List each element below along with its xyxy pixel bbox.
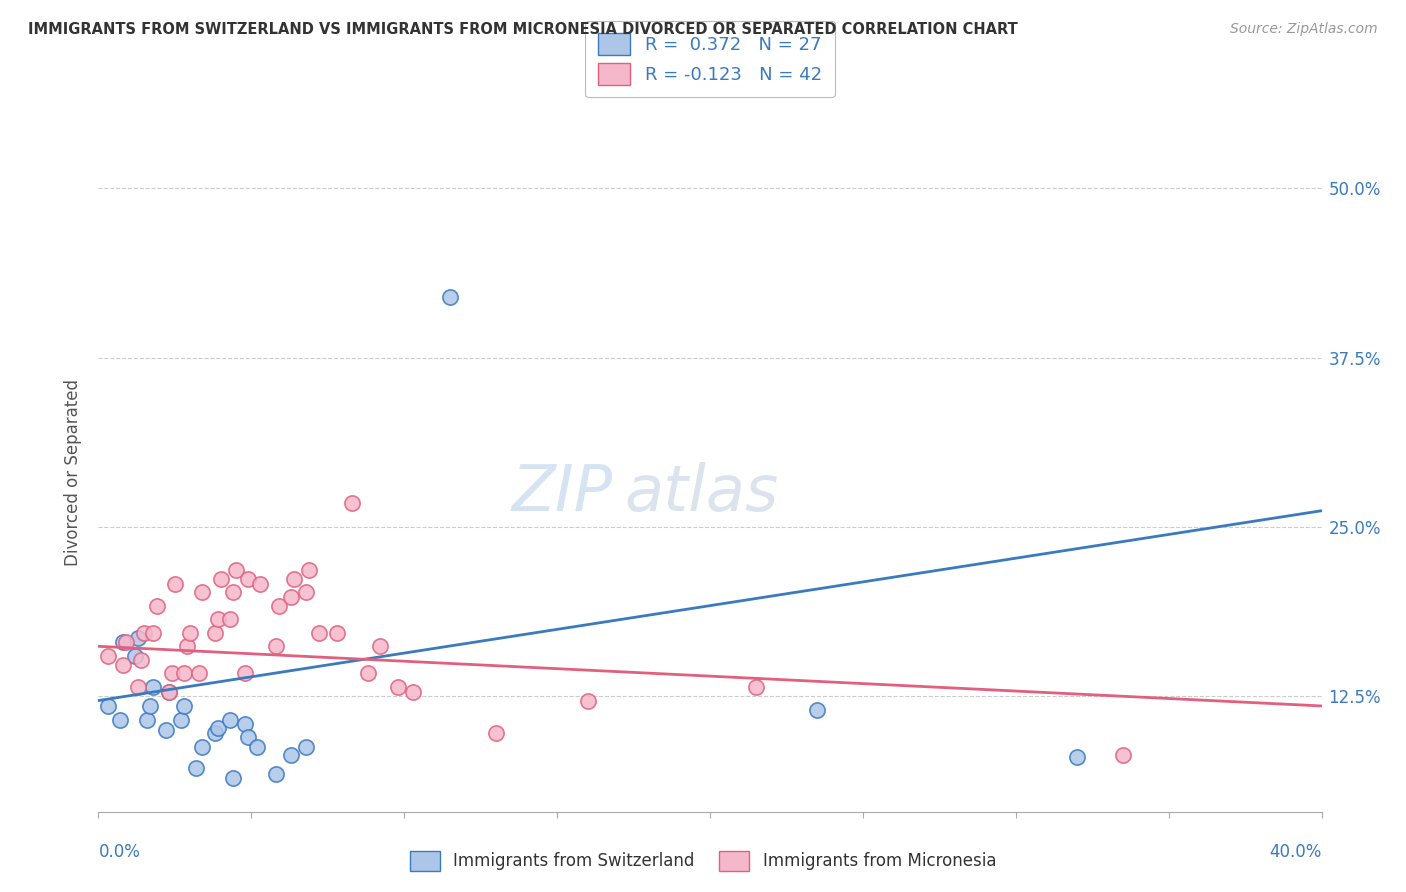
Y-axis label: Divorced or Separated: Divorced or Separated	[65, 379, 83, 566]
Point	[225, 563, 247, 577]
Point	[207, 612, 229, 626]
Point	[233, 716, 256, 731]
Text: IMMIGRANTS FROM SWITZERLAND VS IMMIGRANTS FROM MICRONESIA DIVORCED OR SEPARATED : IMMIGRANTS FROM SWITZERLAND VS IMMIGRANT…	[28, 22, 1018, 37]
Point	[342, 495, 364, 509]
Point	[356, 666, 378, 681]
Point	[246, 739, 269, 754]
Point	[191, 585, 214, 599]
Point	[157, 685, 180, 699]
Point	[439, 289, 461, 303]
Point	[295, 739, 318, 754]
Text: 0.0%: 0.0%	[98, 843, 141, 861]
Point	[219, 713, 242, 727]
Point	[238, 572, 260, 586]
Point	[97, 648, 120, 663]
Point	[1112, 747, 1135, 762]
Point	[134, 625, 156, 640]
Point	[142, 625, 165, 640]
Point	[485, 726, 508, 740]
Point	[97, 698, 120, 713]
Point	[179, 625, 201, 640]
Point	[264, 640, 287, 654]
Point	[219, 612, 242, 626]
Point	[576, 693, 599, 707]
Point	[173, 698, 195, 713]
Point	[222, 771, 245, 785]
Point	[157, 685, 180, 699]
Point	[280, 747, 302, 762]
Point	[402, 685, 425, 699]
Point	[283, 572, 305, 586]
Point	[176, 640, 198, 654]
Point	[124, 648, 146, 663]
Point	[163, 577, 186, 591]
Point	[280, 591, 302, 605]
Point	[160, 666, 183, 681]
Point	[745, 680, 768, 694]
Point	[233, 666, 256, 681]
Point	[173, 666, 195, 681]
Point	[111, 658, 134, 673]
Point	[222, 585, 245, 599]
Point	[204, 726, 226, 740]
Point	[127, 680, 149, 694]
Point	[238, 730, 260, 744]
Point	[308, 625, 330, 640]
Point	[127, 631, 149, 645]
Point	[155, 723, 177, 738]
Text: 40.0%: 40.0%	[1270, 843, 1322, 861]
Legend: Immigrants from Switzerland, Immigrants from Micronesia: Immigrants from Switzerland, Immigrants …	[401, 842, 1005, 880]
Point	[111, 635, 134, 649]
Legend: R =  0.372   N = 27, R = -0.123   N = 42: R = 0.372 N = 27, R = -0.123 N = 42	[585, 21, 835, 97]
Point	[368, 640, 391, 654]
Point	[298, 563, 321, 577]
Point	[264, 766, 287, 780]
Point	[145, 599, 167, 613]
Point	[249, 577, 271, 591]
Point	[188, 666, 211, 681]
Point	[209, 572, 232, 586]
Point	[108, 713, 131, 727]
Point	[191, 739, 214, 754]
Point	[129, 653, 152, 667]
Point	[295, 585, 318, 599]
Text: ZIP: ZIP	[510, 462, 612, 524]
Point	[326, 625, 349, 640]
Point	[139, 698, 162, 713]
Text: atlas: atlas	[624, 462, 779, 524]
Point	[207, 721, 229, 735]
Point	[136, 713, 159, 727]
Point	[387, 680, 409, 694]
Point	[186, 761, 208, 775]
Point	[204, 625, 226, 640]
Point	[1066, 750, 1088, 764]
Point	[806, 703, 828, 717]
Text: Source: ZipAtlas.com: Source: ZipAtlas.com	[1230, 22, 1378, 37]
Point	[142, 680, 165, 694]
Point	[115, 635, 138, 649]
Point	[170, 713, 193, 727]
Point	[267, 599, 290, 613]
